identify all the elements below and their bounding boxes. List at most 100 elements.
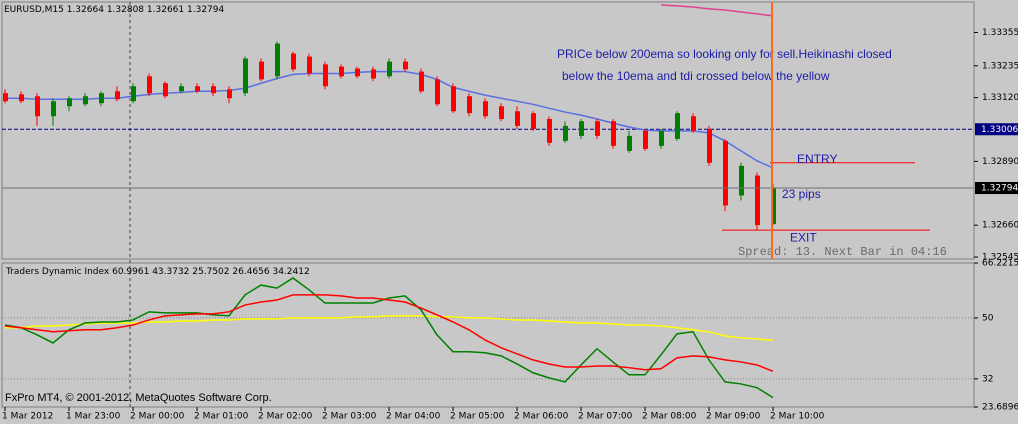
candle-body — [579, 121, 584, 136]
last-open: 1.32664 — [67, 5, 104, 15]
indicator-title: Traders Dynamic Index — [5, 267, 110, 277]
note-line: below the 10ema and tdi crossed below th… — [562, 69, 830, 83]
candle-body — [467, 96, 472, 114]
indicator-header: Traders Dynamic Index 60.9961 43.3732 25… — [5, 267, 310, 277]
y-tick-label: 1.32890 — [982, 157, 1018, 167]
current-price-label: 1.32794 — [981, 184, 1018, 194]
last-low: 1.32661 — [147, 5, 184, 15]
candle-body — [563, 125, 568, 141]
candle-body — [435, 79, 440, 105]
indicator-line — [4, 277, 774, 399]
candle-body — [51, 101, 56, 117]
spread-info: Spread: 13. Next Bar in 04:16 — [738, 245, 947, 259]
candle-body — [611, 121, 616, 146]
y-tick-label: 23.6896 — [982, 403, 1018, 413]
current-price-box — [975, 182, 1018, 195]
y-tick-label: 32 — [982, 374, 993, 384]
candle-body — [35, 96, 40, 117]
x-tick-label: 2 Mar 00:00 — [130, 412, 185, 422]
x-tick-label: 2 Mar 04:00 — [386, 412, 441, 422]
trade-label: EXIT — [790, 230, 817, 244]
candle-body — [643, 130, 648, 149]
y-tick-label: 1.32545 — [982, 253, 1018, 263]
last-close: 1.32794 — [187, 5, 224, 15]
x-tick-label: 2 Mar 02:00 — [258, 412, 313, 422]
candle-body — [483, 101, 488, 117]
candle-body — [227, 89, 232, 99]
candle-body — [211, 86, 216, 94]
candle-body — [675, 113, 680, 139]
indicator-panel — [1, 262, 975, 408]
candle-body — [387, 61, 392, 77]
note-line: PRICe below 200ema so looking only for s… — [557, 47, 892, 61]
x-tick-label: 1 Mar 23:00 — [66, 412, 121, 422]
candle-body — [291, 53, 296, 70]
candle-body — [99, 93, 104, 104]
candle-body — [83, 96, 88, 105]
indicator-line — [5, 315, 774, 342]
upper-band: 60.9961 — [112, 267, 149, 277]
candle-body — [691, 116, 696, 131]
moving-average — [660, 4, 774, 17]
candle-body — [771, 188, 776, 225]
chart-header: EURUSD,M15 1.32664 1.32808 1.32661 1.327… — [4, 5, 224, 15]
candle-body — [515, 111, 520, 126]
candle-body — [259, 61, 264, 80]
copyright: FxPro MT4, © 2001-2012, MetaQuotes Softw… — [5, 392, 272, 404]
candle-body — [659, 130, 664, 146]
y-tick-label: 1.33120 — [982, 93, 1018, 103]
candle-body — [419, 71, 424, 92]
candle-body — [403, 61, 408, 70]
lower-band: 25.7502 — [192, 267, 229, 277]
candle-body — [627, 135, 632, 151]
x-tick-label: 2 Mar 03:00 — [322, 412, 377, 422]
candle-body — [531, 113, 536, 129]
pips-label: 23 pips — [782, 187, 821, 201]
price-box-label: 1.33006 — [981, 125, 1018, 135]
candle-body — [371, 69, 376, 79]
x-tick-label: 2 Mar 01:00 — [194, 412, 249, 422]
candle-body — [739, 165, 744, 196]
candle-body — [355, 68, 360, 77]
candle-body — [723, 140, 728, 206]
candle-body — [115, 91, 120, 100]
candle-body — [243, 58, 248, 94]
candle-body — [547, 118, 552, 143]
candle-body — [451, 86, 456, 112]
last-high: 1.32808 — [107, 5, 144, 15]
x-tick-label: 2 Mar 10:00 — [770, 412, 825, 422]
y-tick-label: 50 — [982, 313, 994, 323]
x-tick-label: 2 Mar 09:00 — [706, 412, 761, 422]
candle-body — [195, 86, 200, 92]
candle-body — [595, 121, 600, 136]
indicator-line — [4, 294, 774, 372]
candle-body — [179, 86, 184, 92]
candle-body — [339, 66, 344, 77]
y-tick-label: 66.2215 — [982, 259, 1018, 269]
candle-body — [707, 128, 712, 163]
candle-body — [67, 98, 72, 107]
x-tick-label: 2 Mar 07:00 — [578, 412, 633, 422]
candle-body — [163, 83, 168, 97]
trade-label: ENTRY — [797, 152, 837, 166]
y-tick-label: 1.33235 — [982, 61, 1018, 71]
rsi-last: 26.4656 — [232, 267, 269, 277]
y-tick-label: 1.32660 — [982, 221, 1018, 231]
base-last: 43.3732 — [152, 267, 189, 277]
signal-last: 34.2412 — [272, 267, 309, 277]
x-tick-label: 2 Mar 08:00 — [642, 412, 697, 422]
x-tick-label: 2 Mar 06:00 — [514, 412, 569, 422]
candle-body — [755, 175, 760, 226]
candle-body — [275, 43, 280, 77]
candle-body — [3, 93, 8, 102]
candle-body — [19, 94, 24, 102]
main-panel — [1, 1, 975, 260]
x-tick-label: 1 Mar 2012 — [2, 412, 53, 422]
candle-body — [147, 76, 152, 94]
candle-body — [307, 56, 312, 74]
candle-body — [499, 106, 504, 119]
x-tick-label: 2 Mar 05:00 — [450, 412, 505, 422]
candle-body — [323, 64, 328, 87]
y-tick-label: 1.33355 — [982, 28, 1018, 38]
